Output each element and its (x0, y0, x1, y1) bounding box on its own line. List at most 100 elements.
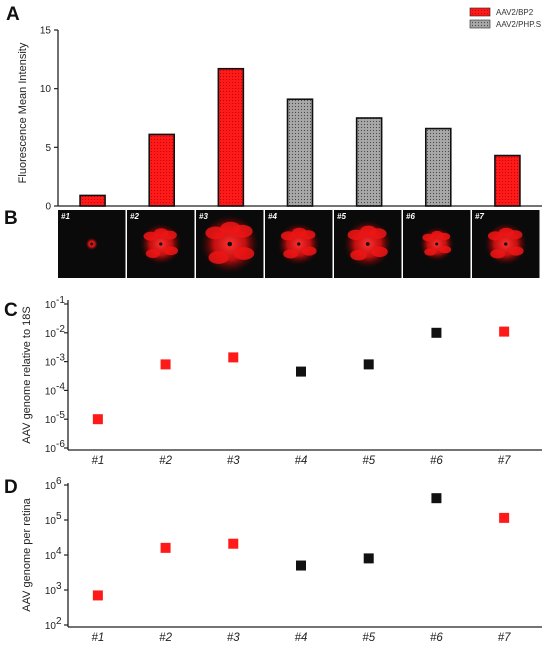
y-tick-label: 10 (45, 481, 57, 492)
data-point (296, 560, 306, 571)
bars-a (79, 67, 521, 207)
y-tick-label: 10 (45, 300, 57, 311)
retina-image-label: #4 (268, 212, 277, 221)
fluorescence-lobe (233, 247, 255, 260)
bar (217, 67, 245, 207)
y-tick-label-a: 10 (40, 84, 52, 95)
data-point (499, 512, 510, 523)
y-tick-exponent: 4 (56, 546, 62, 557)
y-tick-label: 10 (45, 551, 57, 562)
data-point (431, 327, 442, 338)
x-category-label: #4 (295, 632, 308, 644)
fluorescence-lobe (283, 249, 299, 259)
bar (286, 98, 314, 207)
y-axis-title-a: Fluorescence Mean Intensity (17, 42, 29, 183)
y-tick-base: 10 (45, 516, 57, 527)
y-tick-base: 10 (45, 621, 57, 632)
x-category-label: #6 (430, 632, 443, 644)
y-tick-exponent: 2 (56, 616, 62, 627)
y-tick-base: 10 (45, 300, 57, 311)
y-ticks-c: 10-610-510-410-310-210-1 (45, 295, 68, 455)
data-point (160, 359, 171, 370)
x-category-label: #3 (227, 455, 240, 467)
retina-image-label: #3 (199, 212, 208, 221)
optic-nerve-dot (227, 241, 233, 247)
fluorescence-lobe (154, 228, 169, 238)
fluorescence-lobe (347, 229, 365, 241)
bar (494, 154, 521, 207)
fluorescence-lobe (360, 225, 377, 237)
x-category-labels-d: #1 #2 #3 #4 #5 #6 #7 (91, 632, 511, 644)
data-point (431, 493, 442, 504)
x-category-label: #4 (295, 455, 308, 467)
retina-image: #3 (196, 210, 264, 278)
retina-image: #2 (127, 210, 195, 278)
optic-nerve-dot (365, 242, 370, 246)
fluorescence-lobe (439, 245, 452, 254)
fluorescence-lobe (487, 231, 503, 241)
y-tick-base: 10 (45, 481, 57, 492)
y-tick-label: 10 (45, 358, 57, 369)
fluorescence-lobe (163, 246, 178, 256)
retina-image-label: #6 (406, 212, 415, 221)
retina-image-strip: #1 #2 #3 #4 #5 #6 #7 (58, 210, 540, 278)
fluorescence-lobe (145, 249, 161, 259)
y-tick-label-a: 15 (40, 26, 52, 37)
fluorescence-lobe (280, 231, 296, 241)
retina-image-label: #2 (130, 212, 139, 221)
x-category-label: #7 (498, 455, 511, 467)
x-category-label: #1 (91, 632, 104, 644)
y-axis-title-d: AAV genome per retina (21, 497, 33, 611)
retina-image: #4 (265, 210, 333, 278)
y-tick-label: 10 (45, 415, 57, 426)
x-category-labels-c: #1 #2 #3 #4 #5 #6 #7 (91, 455, 511, 467)
optic-nerve-dot (297, 242, 301, 246)
data-point (499, 326, 510, 337)
y-tick-exponent: -5 (56, 410, 65, 421)
y-tick-base: 10 (45, 329, 57, 340)
retina-image: #7 (472, 210, 540, 278)
y-tick-base: 10 (45, 444, 57, 455)
points-c (92, 326, 510, 425)
y-tick-exponent: -3 (56, 353, 65, 364)
retina-image-label: #1 (61, 212, 70, 221)
bar (79, 194, 106, 207)
y-tick-label: 10 (45, 329, 57, 340)
optic-nerve-dot (435, 242, 439, 246)
x-category-label: #1 (91, 455, 104, 467)
fluorescence-lobe (371, 246, 388, 258)
y-axis-title-c: AAV genome relative to 18S (21, 306, 33, 443)
y-tick-label: 10 (45, 586, 57, 597)
x-category-label: #5 (362, 455, 375, 467)
fluorescence-lobe (508, 246, 524, 256)
bar (424, 127, 452, 207)
fluorescence-lobe (205, 226, 226, 240)
fluorescence-lobe (431, 230, 444, 239)
x-category-label: #3 (227, 632, 240, 644)
y-tick-exponent: 6 (56, 476, 62, 487)
retina-image: #1 (58, 210, 126, 278)
y-tick-exponent: -4 (56, 381, 65, 392)
y-tick-base: 10 (45, 551, 57, 562)
panel-letter-b: B (4, 208, 18, 229)
x-category-label: #6 (430, 455, 443, 467)
x-category-label: #5 (362, 632, 375, 644)
y-tick-exponent: 3 (56, 581, 62, 592)
y-tick-label-a: 0 (45, 202, 51, 213)
y-tick-exponent: 5 (56, 511, 62, 522)
panel-letter-c: C (4, 300, 18, 321)
fluorescence-lobe (498, 227, 514, 238)
legend-a: AAV2/BP2 AAV2/PHP.S (469, 7, 541, 29)
fluorescence-lobe (291, 227, 307, 238)
legend-label-phps: AAV2/PHP.S (496, 20, 541, 29)
bar (148, 133, 176, 207)
x-category-label: #7 (498, 632, 511, 644)
x-category-label: #2 (159, 632, 172, 644)
bar-chart-panel-a: Fluorescence Mean Intensity 0 5 10 15 AAV2/… (17, 7, 542, 213)
legend-swatch-phps (469, 19, 491, 29)
y-tick-label-a: 5 (45, 143, 51, 154)
y-tick-exponent: -2 (56, 324, 65, 335)
points-d (92, 493, 510, 601)
y-tick-base: 10 (45, 386, 57, 397)
